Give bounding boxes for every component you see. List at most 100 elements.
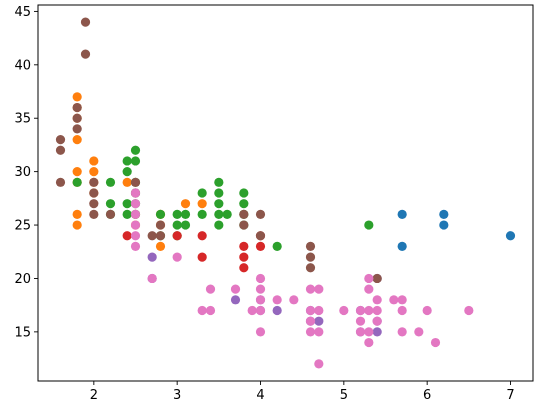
x-tick-label: 5 (340, 388, 348, 403)
scatter-point (197, 252, 207, 262)
y-tick-label: 45 (14, 5, 31, 20)
scatter-point (72, 124, 82, 134)
scatter-point (414, 327, 424, 337)
x-tick-label: 4 (256, 388, 264, 403)
scatter-point (397, 209, 407, 219)
scatter-point (214, 177, 224, 187)
scatter-point (305, 284, 316, 294)
scatter-point (180, 220, 191, 230)
scatter-point (130, 188, 141, 198)
scatter-point (314, 305, 324, 316)
scatter-point (430, 337, 441, 348)
scatter-point (305, 241, 316, 252)
scatter-point (72, 92, 82, 102)
scatter-point (364, 284, 374, 294)
scatter-point (364, 305, 374, 316)
scatter-point (305, 316, 316, 326)
scatter-point (364, 220, 374, 230)
scatter-point (505, 231, 516, 241)
scatter-point (105, 177, 116, 187)
scatter-point (397, 295, 407, 305)
scatter-point (214, 220, 224, 230)
scatter-point (222, 209, 232, 219)
scatter-point (197, 231, 207, 241)
scatter-point (372, 295, 382, 305)
scatter-point (205, 284, 216, 294)
scatter-point (72, 209, 82, 219)
scatter-point (130, 145, 141, 155)
scatter-point (105, 199, 116, 209)
scatter-point (72, 134, 82, 145)
scatter-point (372, 316, 382, 326)
scatter-point (72, 102, 82, 113)
scatter-point (389, 295, 399, 305)
scatter-point (80, 49, 91, 59)
scatter-point (397, 241, 407, 252)
scatter-point (105, 209, 116, 219)
scatter-point (314, 359, 324, 369)
scatter-point (364, 327, 374, 337)
scatter-point (305, 305, 316, 316)
y-tick-label: 20 (14, 272, 31, 287)
scatter-point (130, 209, 141, 219)
scatter-point (230, 295, 241, 305)
x-tick-label: 2 (90, 388, 98, 403)
scatter-point (122, 177, 132, 187)
scatter-point (364, 273, 374, 284)
scatter-point (239, 263, 249, 273)
scatter-point (255, 284, 266, 294)
scatter-point (72, 177, 82, 187)
x-tick-label: 7 (506, 388, 514, 403)
scatter-point (205, 305, 216, 316)
scatter-point (255, 295, 266, 305)
scatter-point (172, 231, 182, 241)
scatter-point (147, 252, 157, 262)
axes-frame (37, 4, 534, 382)
scatter-point (239, 220, 249, 230)
scatter-point (314, 316, 324, 326)
points-layer (55, 17, 516, 369)
scatter-point (289, 295, 299, 305)
scatter-point (239, 199, 249, 209)
scatter-point (55, 145, 66, 155)
scatter-point (72, 167, 82, 177)
scatter-point (89, 167, 99, 177)
scatter-point (305, 327, 316, 337)
scatter-point (214, 209, 224, 219)
scatter-point (214, 188, 224, 198)
scatter-point (130, 241, 141, 252)
scatter-point (255, 273, 266, 284)
scatter-point (55, 177, 66, 187)
y-tick-label: 40 (14, 58, 31, 73)
scatter-point (130, 156, 141, 166)
scatter-point (180, 199, 191, 209)
scatter-point (197, 199, 207, 209)
scatter-point (172, 209, 182, 219)
scatter-point (89, 177, 99, 187)
scatter-point (422, 305, 432, 316)
scatter-point (155, 231, 166, 241)
scatter-point (255, 241, 266, 252)
scatter-point (255, 327, 266, 337)
scatter-point (355, 305, 366, 316)
scatter-point (122, 231, 132, 241)
scatter-point (397, 327, 407, 337)
scatter-point (372, 327, 382, 337)
scatter-point (55, 134, 66, 145)
scatter-point (89, 156, 99, 166)
scatter-point (180, 209, 191, 219)
scatter-point (239, 188, 249, 198)
scatter-point (89, 209, 99, 219)
scatter-point (230, 284, 241, 294)
scatter-point (122, 209, 132, 219)
scatter-point (314, 284, 324, 294)
scatter-point (272, 305, 282, 316)
scatter-point (272, 241, 282, 252)
scatter-point (197, 209, 207, 219)
y-tick-label: 30 (14, 165, 31, 180)
scatter-point (89, 199, 99, 209)
scatter-point (355, 327, 366, 337)
scatter-point (305, 263, 316, 273)
